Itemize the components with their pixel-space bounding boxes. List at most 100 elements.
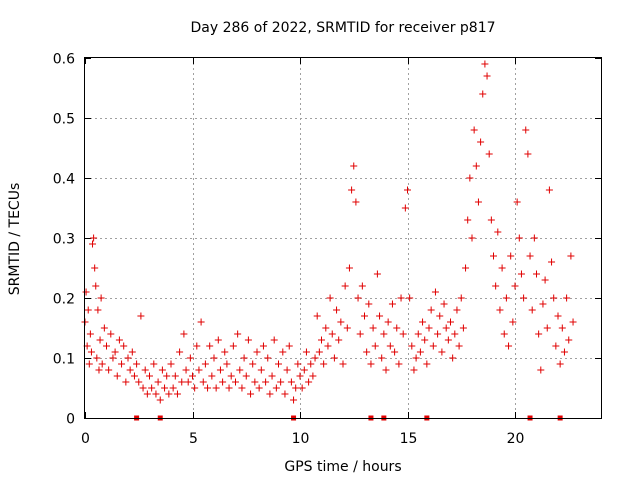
data-point bbox=[126, 366, 134, 374]
data-point bbox=[511, 282, 519, 290]
data-point bbox=[517, 270, 525, 278]
data-point bbox=[173, 390, 181, 398]
data-point bbox=[107, 330, 115, 338]
data-point bbox=[341, 282, 349, 290]
data-point bbox=[225, 384, 233, 392]
y-tick-label: 0.4 bbox=[53, 172, 75, 188]
data-point bbox=[309, 372, 317, 380]
data-point bbox=[335, 336, 343, 344]
y-tick-label: 0.1 bbox=[53, 352, 75, 368]
data-point bbox=[320, 360, 328, 368]
data-point bbox=[163, 372, 171, 380]
data-point bbox=[371, 342, 379, 350]
data-point bbox=[214, 336, 222, 344]
data-point bbox=[227, 372, 235, 380]
data-point bbox=[429, 342, 437, 350]
data-point bbox=[189, 372, 196, 380]
data-point bbox=[206, 342, 214, 350]
x-tick-label: 20 bbox=[507, 431, 525, 447]
data-point bbox=[307, 360, 315, 368]
data-point bbox=[184, 378, 192, 386]
data-point bbox=[143, 390, 151, 398]
data-point bbox=[423, 360, 431, 368]
data-point bbox=[259, 342, 267, 350]
data-point bbox=[563, 294, 571, 302]
data-point bbox=[118, 360, 126, 368]
data-point bbox=[275, 360, 282, 368]
data-point bbox=[354, 294, 362, 302]
data-point bbox=[490, 252, 497, 260]
data-point bbox=[146, 372, 153, 380]
data-point bbox=[427, 306, 435, 314]
data-point bbox=[498, 264, 506, 272]
data-point bbox=[520, 294, 528, 302]
data-point bbox=[545, 186, 553, 194]
data-point bbox=[176, 348, 184, 356]
data-point bbox=[453, 306, 461, 314]
data-point bbox=[382, 366, 390, 374]
data-point bbox=[90, 234, 98, 242]
data-point bbox=[416, 348, 424, 356]
data-point bbox=[113, 372, 121, 380]
data-point bbox=[369, 324, 377, 332]
data-point bbox=[333, 306, 341, 314]
data-point bbox=[397, 294, 405, 302]
data-point bbox=[550, 294, 558, 302]
data-point bbox=[236, 366, 244, 374]
data-point bbox=[283, 366, 291, 374]
data-point bbox=[178, 378, 186, 386]
data-point bbox=[408, 342, 416, 350]
data-point bbox=[558, 324, 566, 332]
data-point bbox=[281, 390, 289, 398]
data-point bbox=[279, 348, 287, 356]
data-point bbox=[468, 234, 476, 242]
data-point bbox=[219, 378, 227, 386]
x-tick-label: 15 bbox=[400, 431, 418, 447]
data-point bbox=[388, 300, 396, 308]
data-point bbox=[524, 150, 532, 158]
data-point bbox=[251, 378, 259, 386]
x-axis-label: GPS time / hours bbox=[284, 459, 401, 475]
data-point bbox=[318, 336, 325, 344]
data-point bbox=[115, 336, 123, 344]
data-point bbox=[154, 378, 162, 386]
data-point bbox=[410, 366, 418, 374]
data-point bbox=[528, 306, 536, 314]
data-point bbox=[277, 378, 285, 386]
data-point bbox=[569, 318, 577, 326]
data-point bbox=[384, 318, 392, 326]
data-point bbox=[455, 342, 463, 350]
data-point bbox=[378, 354, 386, 362]
data-point bbox=[451, 330, 459, 338]
data-point bbox=[425, 324, 433, 332]
data-point bbox=[513, 198, 521, 206]
data-point bbox=[393, 324, 401, 332]
data-point bbox=[223, 360, 231, 368]
data-point bbox=[343, 324, 351, 332]
data-point bbox=[272, 384, 280, 392]
data-point bbox=[470, 126, 478, 134]
data-point bbox=[232, 378, 239, 386]
data-point bbox=[242, 372, 250, 380]
data-point bbox=[502, 294, 510, 302]
data-point bbox=[324, 342, 332, 350]
data-point bbox=[292, 384, 300, 392]
data-point bbox=[296, 372, 304, 380]
data-point bbox=[530, 234, 538, 242]
data-point bbox=[244, 336, 252, 344]
data-point bbox=[444, 336, 452, 344]
y-tick-label: 0 bbox=[66, 412, 75, 428]
data-point bbox=[438, 348, 446, 356]
data-point bbox=[311, 354, 319, 362]
data-point bbox=[541, 276, 549, 284]
chart-title: Day 286 of 2022, SRMTID for receiver p81… bbox=[190, 20, 495, 36]
data-point bbox=[494, 228, 502, 236]
data-point bbox=[350, 162, 358, 170]
data-point bbox=[120, 342, 128, 350]
data-point bbox=[87, 348, 95, 356]
data-point bbox=[509, 318, 517, 326]
data-point bbox=[165, 390, 173, 398]
data-point bbox=[240, 354, 248, 362]
data-point bbox=[552, 342, 560, 350]
